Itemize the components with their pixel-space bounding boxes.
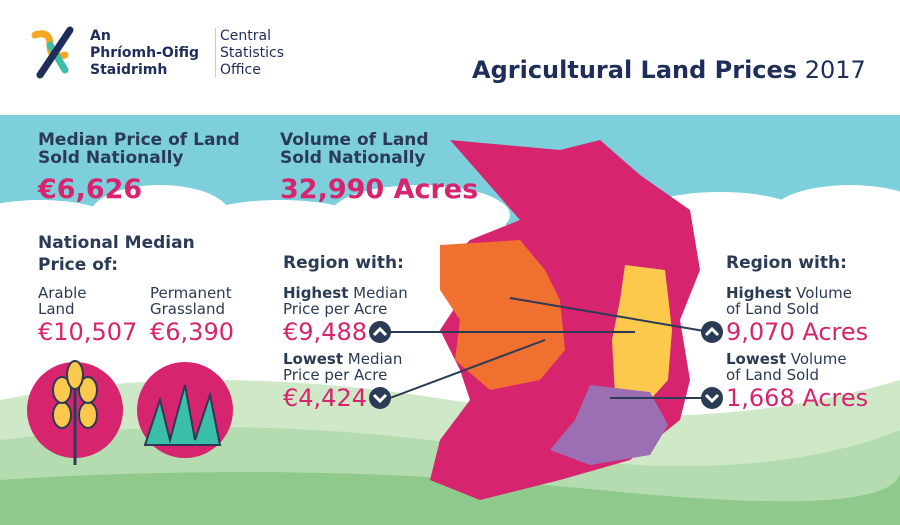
text: Central [220, 28, 271, 44]
text: Volume of Land Sold [726, 284, 852, 318]
text: Lowest [283, 350, 343, 368]
text: Median Price per Acre [283, 284, 408, 318]
value: €9,488 [283, 318, 367, 346]
label: Lowest Volume of Land Sold [726, 350, 856, 384]
label: Highest Volume of Land Sold [726, 284, 856, 318]
logo-irish: An Phríomh-Oifig Staidrimh [90, 28, 199, 78]
value: €6,626 [38, 174, 143, 205]
value: 32,990 Acres [280, 174, 479, 205]
text: Phríomh-Oifig [90, 44, 200, 61]
label: Highest Median Price per Acre [283, 284, 408, 318]
value: €10,507 [38, 318, 138, 346]
value: €6,390 [150, 318, 234, 346]
title: Agricultural Land Prices 2017 [472, 56, 866, 84]
text: Office [220, 61, 261, 78]
text: Highest [726, 284, 792, 302]
label: Arable Land [38, 284, 87, 318]
text: Highest [283, 284, 349, 302]
text: Volume of Land Sold [726, 350, 847, 384]
heading: Region with: [283, 253, 404, 273]
label: Permanent Grassland [150, 284, 232, 318]
label: Volume of Land Sold Nationally [280, 130, 429, 168]
logo-english: Central Statistics Office [215, 28, 284, 79]
heading: National Median Price of: [38, 233, 195, 276]
text: Agricultural Land Prices [472, 56, 798, 84]
text: Lowest [726, 350, 786, 368]
text: An [90, 28, 111, 44]
label: Lowest Median Price per Acre [283, 350, 408, 384]
label: Median Price of Land Sold Nationally [38, 130, 240, 168]
value: 9,070 Acres [726, 318, 869, 346]
value: 1,668 Acres [726, 384, 869, 412]
text: Median Price per Acre [283, 350, 403, 384]
value: €4,424 [283, 384, 367, 412]
text: Statistics [220, 44, 284, 61]
heading: Region with: [726, 253, 847, 273]
text: Staidrimh [90, 61, 168, 78]
text: 2017 [804, 56, 866, 84]
